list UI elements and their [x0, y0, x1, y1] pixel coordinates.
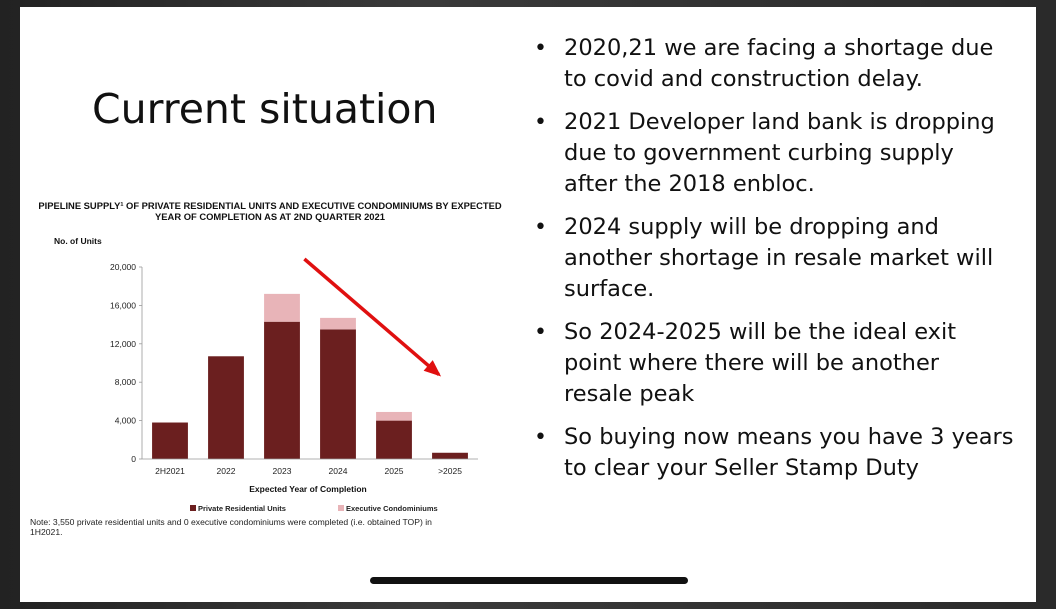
presentation-slide: Current situation 2020,21 we are facing … — [20, 7, 1036, 602]
y-tick-label: 20,000 — [110, 262, 136, 272]
x-axis: 2H2021 2022 2023 2024 2025 >2025 — [142, 458, 478, 476]
chart-title: PIPELINE SUPPLY¹ OF PRIVATE RESIDENTIAL … — [38, 200, 502, 222]
y-tick-label: 0 — [131, 454, 136, 464]
bar-executive-condo — [320, 317, 356, 330]
bar-executive-condo — [264, 293, 300, 322]
chart-legend: Private Residential Units Executive Condo… — [190, 504, 438, 513]
legend-label: Private Residential Units — [198, 504, 286, 513]
bar-private-residential — [264, 321, 300, 459]
x-tick-label: 2024 — [329, 466, 348, 476]
chart-note: Note: 3,550 private residential units an… — [30, 517, 432, 537]
bar-private-residential — [152, 422, 188, 459]
y-tick-label: 4,000 — [115, 416, 137, 426]
trend-arrow — [303, 257, 442, 377]
home-indicator[interactable] — [370, 577, 688, 584]
bullet-item: 2020,21 we are facing a shortage due to … — [534, 33, 1014, 95]
x-tick-label: >2025 — [438, 466, 462, 476]
bar-private-residential — [320, 329, 356, 459]
x-tick-label: 2H2021 — [155, 466, 185, 476]
y-tick-label: 12,000 — [110, 339, 136, 349]
bullet-item: 2024 supply will be dropping and another… — [534, 212, 1014, 305]
trend-arrow-line — [303, 257, 440, 376]
x-tick-label: 2023 — [273, 466, 292, 476]
bar-private-residential — [376, 420, 412, 459]
x-tick-label: 2025 — [385, 466, 404, 476]
legend-swatch — [190, 505, 196, 511]
legend-label: Executive Condominiums — [346, 504, 438, 513]
x-tick-label: 2022 — [217, 466, 236, 476]
y-tick-label: 8,000 — [115, 377, 137, 387]
bullet-item: 2021 Developer land bank is dropping due… — [534, 107, 1014, 200]
bullet-item: So 2024-2025 will be the ideal exit poin… — [534, 317, 1014, 410]
bar-private-residential — [208, 356, 244, 459]
trend-arrow-head — [423, 360, 442, 377]
bullet-item: So buying now means you have 3 years to … — [534, 422, 1014, 484]
y-tick-label: 16,000 — [110, 300, 136, 310]
bars-group — [152, 293, 468, 459]
y-axis-label: No. of Units — [54, 236, 102, 246]
bar-private-residential — [432, 452, 468, 459]
x-axis-label: Expected Year of Completion — [249, 484, 366, 494]
bar-executive-condo — [376, 411, 412, 421]
bullet-list: 2020,21 we are facing a shortage due to … — [534, 33, 1014, 496]
slide-title: Current situation — [92, 85, 438, 133]
pipeline-supply-chart: No. of Units 20,000 16,000 12,000 8,000 4,00… — [54, 236, 478, 513]
legend-swatch — [338, 505, 344, 511]
y-axis: 20,000 16,000 12,000 8,000 4,000 0 — [110, 262, 143, 464]
